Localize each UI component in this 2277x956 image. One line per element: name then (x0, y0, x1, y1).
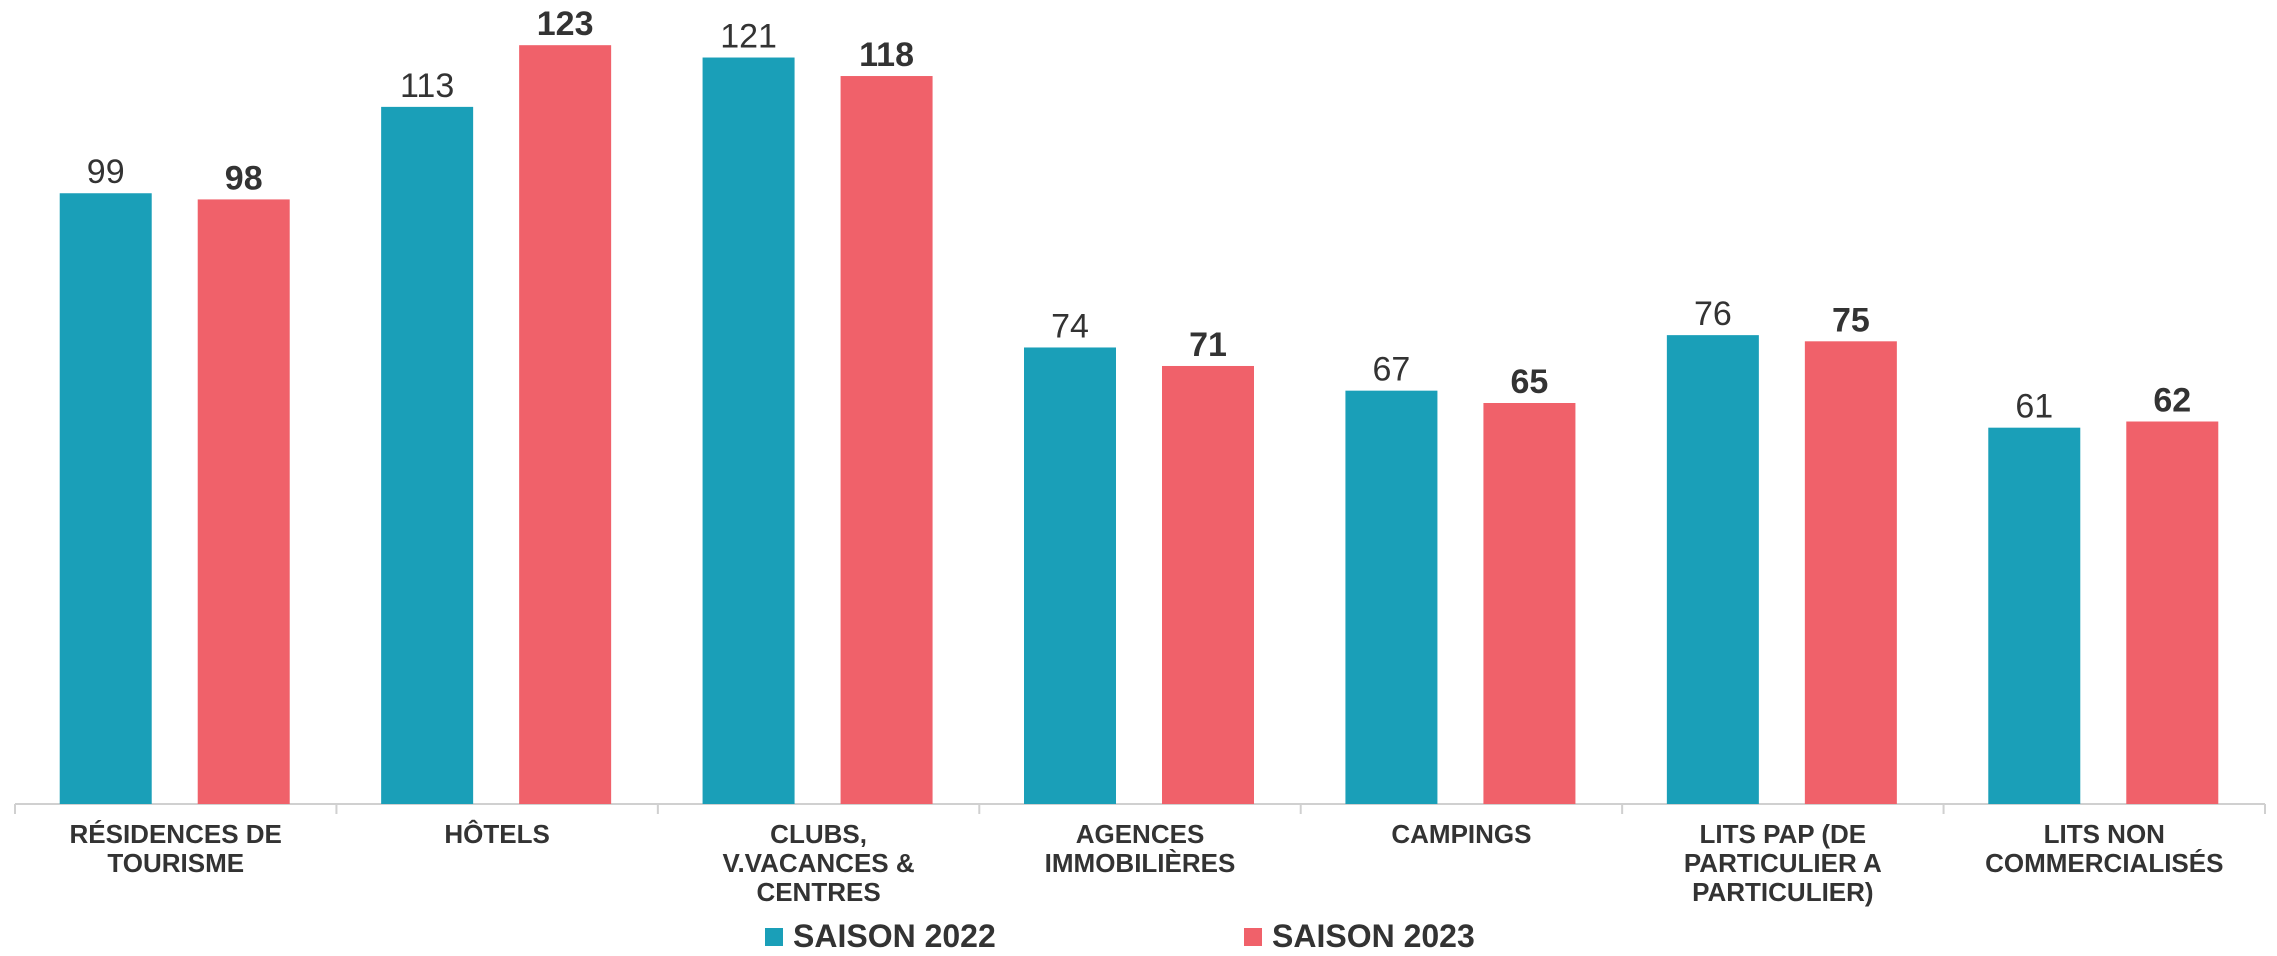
value-label: 76 (1694, 295, 1732, 333)
bar (381, 106, 474, 804)
value-label: 67 (1373, 351, 1411, 389)
bar (519, 45, 612, 804)
x-tick-label: RÉSIDENCES DE TOURISME (69, 819, 282, 878)
legend-label: SAISON 2023 (1272, 918, 1475, 954)
x-tick-label: LITS NON COMMERCIALISÉS (1985, 819, 2224, 878)
value-label: 75 (1832, 301, 1870, 339)
value-label: 98 (225, 159, 263, 197)
legend-swatch (1244, 927, 1262, 946)
x-tick-label: CLUBS, V.VACANCES & CENTRES (722, 819, 915, 907)
bar (1345, 390, 1438, 804)
bar (1804, 341, 1897, 804)
bar (1483, 403, 1576, 804)
bar (1162, 365, 1254, 804)
bar (702, 57, 795, 805)
bar (840, 76, 933, 805)
legend-item: SAISON 2023 (1244, 918, 1475, 955)
legend-label: SAISON 2022 (793, 918, 996, 954)
value-label: 99 (87, 153, 125, 191)
legend-item: SAISON 2022 (765, 918, 996, 955)
value-label: 74 (1051, 307, 1089, 345)
bar (59, 193, 152, 804)
value-label: 65 (1511, 363, 1549, 401)
bar (2126, 421, 2219, 804)
x-tick-label: AGENCES IMMOBILIÈRES (1044, 819, 1236, 878)
value-label: 121 (720, 18, 777, 56)
value-label: 71 (1189, 326, 1227, 364)
bar (1666, 335, 1759, 804)
value-label: 118 (859, 36, 914, 74)
x-tick-label: HÔTELS (444, 819, 550, 849)
value-label: 62 (2153, 382, 2191, 420)
x-tick-label: LITS PAP (DE PARTICULIER A PARTICULIER) (1683, 819, 1882, 907)
legend-swatch (765, 927, 783, 946)
bar (1024, 347, 1116, 804)
bar (197, 199, 290, 804)
x-tick-label: CAMPINGS (1391, 819, 1532, 849)
value-label: 123 (537, 5, 594, 43)
value-label: 61 (2015, 388, 2053, 426)
value-label: 113 (400, 67, 454, 105)
bar (1988, 427, 2081, 804)
